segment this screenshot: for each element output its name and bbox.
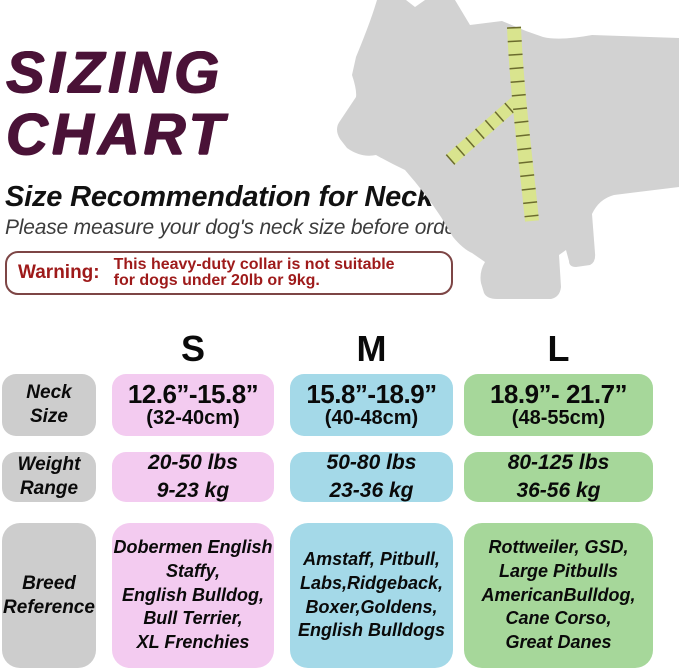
size-header-s: S [180,328,205,369]
breed-reference-s: Dobermen English Staffy, English Bulldog… [113,537,273,653]
warning-text: This heavy-duty collar is not suitable f… [113,256,395,289]
dog-silhouette [337,0,679,299]
neck-size-cm-m: (40-48cm) [324,407,419,430]
row-label-neck-size: Neck Size [2,374,96,436]
weight-range-cell-s: 20-50 lbs 9-23 kg [112,451,274,502]
breed-reference-m: Amstaff, Pitbull, Labs,Ridgeback, Boxer,… [298,549,445,641]
size-header-m: M [356,328,387,369]
neck-size-cell-s: 12.6”-15.8” (32-40cm) [112,374,274,436]
dog-silhouette-graphic [337,0,679,299]
subtitle: Size Recommendation for Neck [5,181,433,213]
row-label-weight-range: Weight Range [2,452,96,502]
page-title-line2: CHART [6,102,228,167]
warning-label: Warning: [18,262,100,283]
page-title: SIZING CHART [6,42,228,166]
page-title-line1: SIZING [6,40,224,105]
measuring-tape-neck-band [445,97,521,165]
neck-size-cm-s: (32-40cm) [146,407,240,430]
neck-size-cell-m: 15.8”-18.9” (40-48cm) [290,374,453,436]
measure-note: Please measure your dog's neck size befo… [5,216,491,239]
neck-size-range-s: 12.6”-15.8” [127,378,259,409]
warning-box: Warning: This heavy-duty collar is not s… [5,251,453,295]
measuring-tape-hanging-strip [507,26,539,222]
weight-range-l: 80-125 lbs 36-56 kg [507,450,610,502]
weight-range-cell-m: 50-80 lbs 23-36 kg [290,451,453,502]
breed-reference-cell-m: Amstaff, Pitbull, Labs,Ridgeback, Boxer,… [290,523,453,668]
row-label-breed-reference: Breed Reference [2,523,96,668]
breed-reference-cell-l: Rottweiler, GSD, Large Pitbulls American… [464,523,653,668]
breed-reference-l: Rottweiler, GSD, Large Pitbulls American… [481,537,636,653]
neck-size-cell-l: 18.9”- 21.7” (48-55cm) [464,374,653,436]
neck-size-cm-l: (48-55cm) [511,407,606,430]
size-header-l: L [547,328,570,369]
neck-size-range-m: 15.8”-18.9” [306,378,437,409]
weight-range-m: 50-80 lbs 23-36 kg [326,450,417,502]
weight-range-s: 20-50 lbs 9-23 kg [148,450,238,502]
measuring-tape [445,26,539,222]
weight-range-cell-l: 80-125 lbs 36-56 kg [464,451,653,502]
neck-size-range-l: 18.9”- 21.7” [489,378,628,409]
breed-reference-cell-s: Dobermen English Staffy, English Bulldog… [112,523,274,668]
